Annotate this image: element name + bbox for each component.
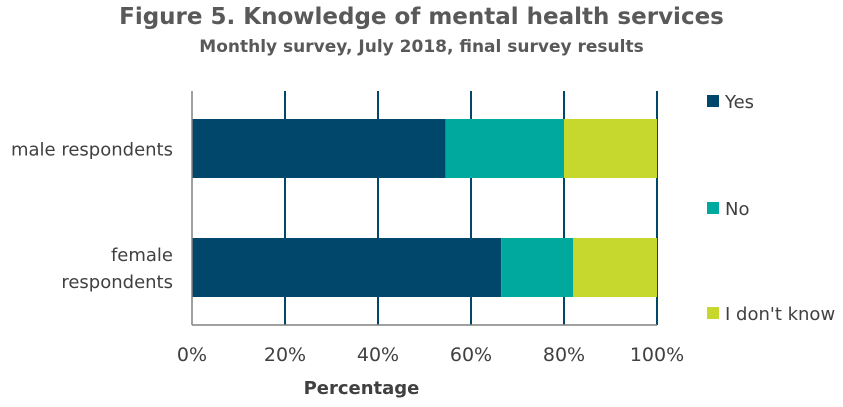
chart-title: Figure 5. Knowledge of mental health ser…	[119, 4, 724, 30]
axes	[191, 91, 657, 326]
bar-segment-i-don-t-know-1	[573, 238, 657, 297]
x-tick-label: 60%	[450, 344, 492, 366]
legend-swatch	[707, 95, 719, 107]
bar-segment-yes-1	[192, 238, 502, 297]
bar-segment-i-don-t-know-0	[564, 119, 657, 178]
x-tick-label: 100%	[630, 344, 684, 366]
legend-label: Yes	[724, 92, 754, 113]
bar-segment-yes-0	[192, 119, 446, 178]
x-tick-label: 80%	[543, 344, 585, 366]
x-tick-label: 40%	[357, 344, 399, 366]
bar-segment-no-0	[445, 119, 564, 178]
category-label: male respondents	[11, 140, 173, 161]
bar-segment-no-1	[501, 238, 574, 297]
x-axis-title: Percentage	[304, 378, 420, 399]
legend-label: No	[725, 199, 749, 220]
x-tick-label: 20%	[264, 344, 306, 366]
legend: Yes No I don't know	[707, 92, 835, 325]
legend-label: I don't know	[725, 304, 835, 325]
bars	[192, 119, 657, 297]
legend-swatch	[707, 202, 719, 214]
legend-swatch	[707, 307, 719, 319]
x-tick-label: 0%	[177, 344, 207, 366]
chart-subtitle: Monthly survey, July 2018, final survey …	[199, 37, 644, 57]
labels: 0% 20% 40% 60% 80% 100% Percentage male respond…	[11, 140, 684, 400]
category-label: female respondents	[61, 245, 173, 293]
